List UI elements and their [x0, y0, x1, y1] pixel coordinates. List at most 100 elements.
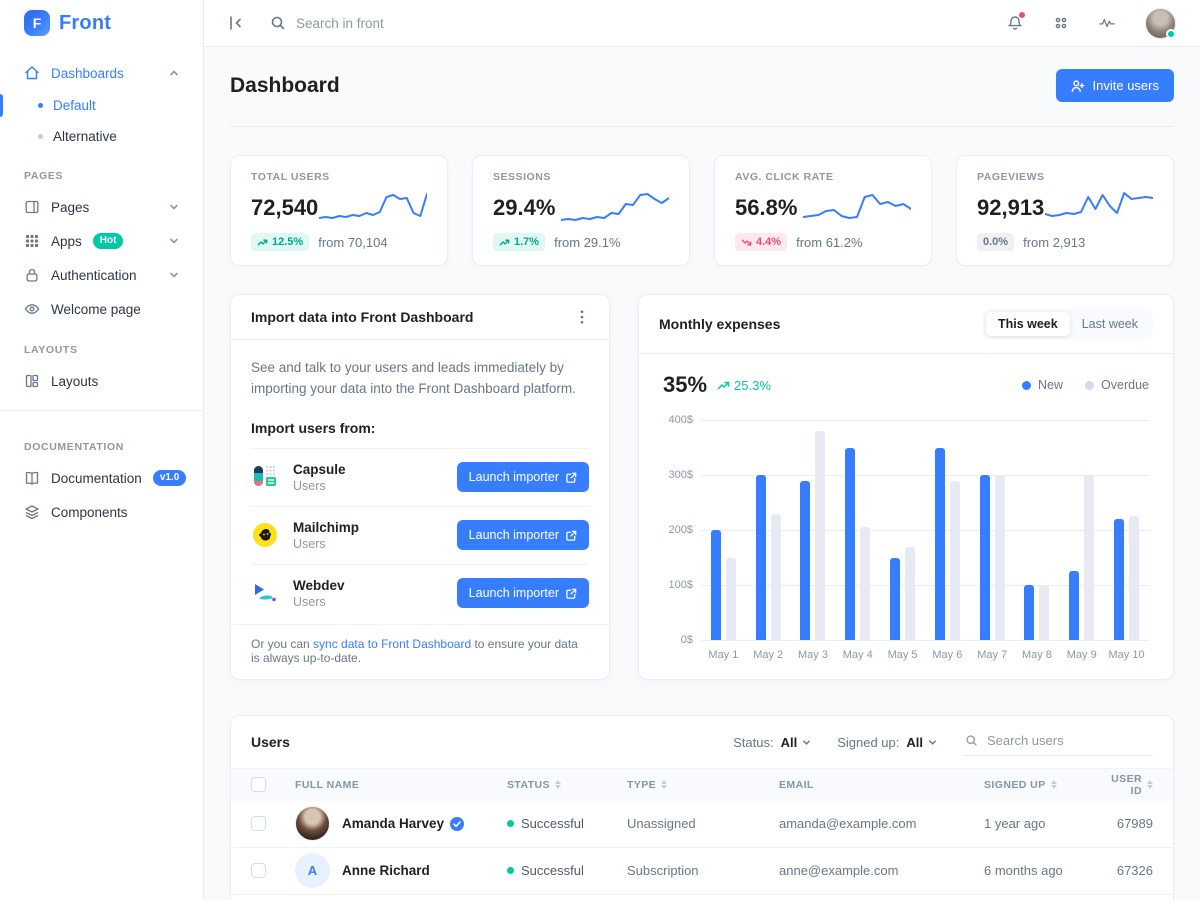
sidebar-collapse-icon[interactable] [228, 15, 244, 31]
source-text: Mailchimp Users [293, 520, 359, 551]
bar-new[interactable] [1069, 571, 1080, 640]
bar-new[interactable] [755, 475, 766, 640]
global-search[interactable] [270, 15, 1007, 31]
row-checkbox-cell [251, 816, 295, 832]
tab-this-week[interactable]: This week [985, 312, 1070, 336]
bar-new[interactable] [800, 480, 811, 640]
bar-overdue[interactable] [770, 513, 781, 640]
bar-new[interactable] [1114, 519, 1125, 640]
users-search[interactable] [963, 729, 1153, 756]
users-table-title: Users [251, 734, 290, 751]
sidebar-subitem-alternative[interactable]: Alternative [0, 121, 203, 152]
brand-logo[interactable]: F Front [0, 0, 203, 48]
full-name-cell[interactable]: Amanda Harvey [295, 806, 507, 842]
tab-last-week[interactable]: Last week [1081, 317, 1138, 331]
launch-importer-button[interactable]: Launch importer [456, 520, 589, 551]
sort-icon[interactable] [554, 780, 561, 790]
y-tick-label: 0$ [680, 634, 693, 646]
legend-label: Overdue [1101, 378, 1149, 392]
x-tick-label: May 7 [977, 649, 1008, 661]
source-text: Webdev Users [293, 578, 345, 609]
column-header-status[interactable]: Status [507, 779, 627, 791]
user-plus-icon [1071, 79, 1084, 92]
sidebar-item-dashboards[interactable]: Dashboards [0, 56, 203, 90]
stat-from-label: from 2,913 [1023, 234, 1086, 250]
table-body: Amanda Harvey Successful Unassigned amanda@… [231, 801, 1173, 895]
apps-icon [24, 233, 40, 249]
sidebar-item-label: Documentation [51, 470, 142, 486]
sidebar-item-components[interactable]: Components [0, 495, 203, 529]
bar-new[interactable] [934, 447, 945, 640]
full-name-cell[interactable]: A Anne Richard [295, 853, 507, 889]
filter-status-[interactable]: Status: All [733, 735, 811, 750]
user-name: Amanda Harvey [342, 816, 465, 831]
bar-group-may-4: May 4 [835, 420, 880, 661]
bar-overdue[interactable] [1039, 585, 1050, 640]
card-menu-dots-icon[interactable] [575, 310, 589, 324]
launch-importer-button[interactable]: Launch importer [456, 578, 589, 609]
sidebar-divider [0, 410, 203, 411]
title-divider [230, 126, 1174, 127]
bar-overdue[interactable] [815, 431, 826, 640]
x-tick-label: May 6 [932, 649, 963, 661]
bar-overdue[interactable] [949, 480, 960, 640]
stats-row: Total users 72,540 12.5% from 70,104 Session… [230, 155, 1174, 266]
activity-icon[interactable] [1099, 15, 1115, 31]
sidebar-subitem-default[interactable]: Default [0, 90, 203, 121]
column-header-user-id[interactable]: User ID [1111, 773, 1153, 797]
bar-new[interactable] [845, 447, 856, 640]
sort-icon[interactable] [1050, 780, 1057, 790]
column-header-type[interactable]: Type [627, 779, 779, 791]
bar-overdue[interactable] [994, 475, 1005, 640]
select-all-checkbox[interactable] [251, 777, 266, 793]
legend-dot [1022, 380, 1032, 390]
launch-importer-button[interactable]: Launch importer [456, 462, 589, 493]
sidebar-subitem-label: Alternative [53, 129, 117, 144]
user-avatar[interactable] [1145, 7, 1176, 39]
bar-group-may-5: May 5 [880, 420, 925, 661]
bar-new[interactable] [1024, 585, 1035, 640]
sidebar-item-label: Pages [51, 199, 90, 215]
bar-new[interactable] [890, 557, 901, 640]
invite-users-button[interactable]: Invite users [1055, 69, 1174, 102]
sort-icon[interactable] [661, 780, 668, 790]
row-checkbox[interactable] [251, 863, 266, 879]
bar-new[interactable] [710, 530, 721, 640]
sync-data-link[interactable]: sync data to Front Dashboard [313, 636, 472, 651]
sidebar-item-apps[interactable]: Apps Hot [0, 224, 203, 258]
filter-signed-up-[interactable]: Signed up: All [837, 735, 937, 750]
email-cell: amanda@example.com [779, 816, 917, 832]
column-header-signed-up[interactable]: Signed up [984, 779, 1111, 791]
bar-overdue[interactable] [1084, 475, 1095, 640]
launch-importer-label: Launch importer [468, 528, 559, 543]
bar-overdue[interactable] [1129, 516, 1140, 640]
bar-new[interactable] [979, 475, 990, 640]
sidebar-item-pages[interactable]: Pages [0, 190, 203, 224]
status-dot [507, 867, 514, 875]
bar-overdue[interactable] [725, 557, 736, 640]
sidebar-item-layouts[interactable]: Layouts [0, 364, 203, 398]
sparkline-chart [803, 194, 911, 219]
user-id-cell: 67989 [1116, 816, 1153, 832]
users-search-input[interactable] [987, 732, 1137, 748]
brand-logo-icon: F [24, 10, 50, 36]
stat-from-label: from 70,104 [318, 234, 388, 250]
row-checkbox[interactable] [251, 816, 266, 832]
email-cell: anne@example.com [779, 863, 899, 879]
sort-icon[interactable] [1147, 780, 1153, 790]
topbar [204, 0, 1200, 47]
bar-group-may-7: May 7 [970, 420, 1015, 661]
import-description: See and talk to your users and leads imm… [251, 360, 576, 396]
notifications-bell-icon[interactable] [1007, 11, 1026, 31]
chart-y-axis: 400$ 300$ 200$ 100$ 0$ [663, 414, 701, 646]
apps-grid-icon[interactable] [1053, 15, 1069, 31]
bar-overdue[interactable] [860, 527, 871, 640]
x-tick-label: May 9 [1066, 649, 1097, 661]
sidebar-item-documentation[interactable]: Documentation v1.0 [0, 461, 203, 495]
search-input[interactable] [296, 15, 596, 31]
search-icon [966, 735, 977, 746]
bar-overdue[interactable] [905, 546, 916, 640]
sidebar-item-welcome-page[interactable]: Welcome page [0, 292, 203, 326]
sidebar-item-authentication[interactable]: Authentication [0, 258, 203, 292]
sidebar-item-label: Welcome page [51, 301, 141, 317]
